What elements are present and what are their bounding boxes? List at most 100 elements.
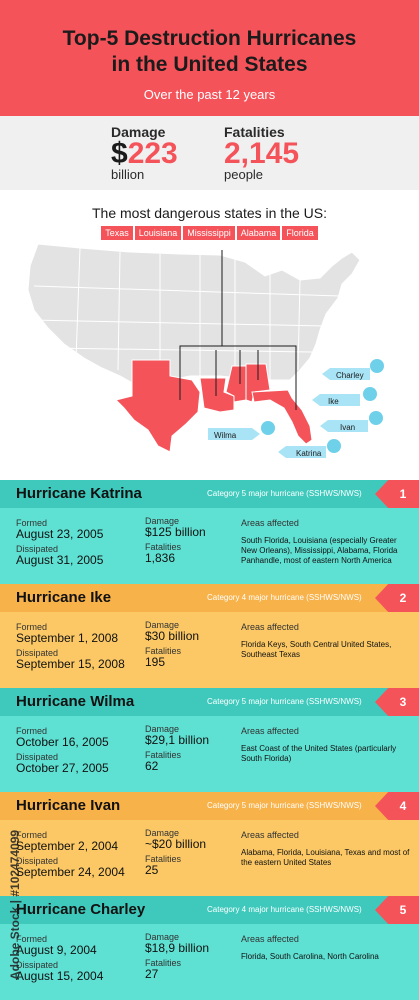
state-louisiana — [199, 377, 235, 413]
storm-label-ivan: Ivan — [340, 423, 355, 432]
hurricane-category: Category 5 major hurricane (SSHWS/NWS) — [207, 801, 362, 810]
damage-value: $18,9 billion — [145, 941, 210, 955]
damage-label: Damage — [145, 620, 180, 630]
damage-value: $125 billion — [145, 525, 206, 539]
state-borders — [29, 247, 341, 380]
fatalities-value: 25 — [145, 863, 159, 877]
hurricane-header-bar — [0, 480, 419, 508]
fatalities-unit: people — [224, 167, 264, 182]
damage-label: Damage — [111, 124, 166, 140]
dissipated-date: August 31, 2005 — [16, 553, 104, 567]
fatalities-label: Fatalities — [145, 646, 182, 656]
formed-date: October 16, 2005 — [16, 735, 109, 749]
areas-affected: East Coast of the United States (particu… — [241, 744, 397, 763]
fatalities-label: Fatalities — [145, 542, 182, 552]
hurricane-card-ike: Hurricane Ike Category 4 major hurricane… — [0, 584, 419, 688]
storm-tag-ike — [312, 387, 377, 406]
hurricane-category: Category 4 major hurricane (SSHWS/NWS) — [207, 593, 362, 602]
formed-label: Formed — [16, 726, 48, 736]
damage-value: $223 — [111, 137, 178, 170]
fatalities-label: Fatalities — [145, 854, 182, 864]
title-line-2: in the United States — [111, 53, 308, 76]
damage-label: Damage — [145, 828, 180, 838]
title-line-1: Top-5 Destruction Hurricanes — [62, 27, 357, 50]
fatalities-label: Fatalities — [145, 958, 182, 968]
dissipated-date: August 15, 2004 — [16, 969, 104, 983]
hurricane-category: Category 4 major hurricane (SSHWS/NWS) — [207, 905, 362, 914]
formed-label: Formed — [16, 622, 48, 632]
dissipated-label: Dissipated — [16, 960, 59, 970]
areas-affected: Florida, South Carolina, North Carolina — [241, 952, 379, 961]
damage-value: ~$20 billion — [145, 837, 207, 851]
dissipated-label: Dissipated — [16, 752, 59, 762]
damage-number: 223 — [127, 137, 178, 170]
areas-label: Areas affected — [241, 830, 299, 840]
page-subtitle: Over the past 12 years — [143, 87, 276, 102]
page-title: Top-5 Destruction Hurricanes in the Unit… — [0, 0, 419, 78]
watermark-text: Adobe Stock | #102474099 — [8, 829, 22, 980]
dissipated-date: September 24, 2004 — [16, 865, 125, 879]
dissipated-date: October 27, 2005 — [16, 761, 109, 775]
header-banner: Top-5 Destruction Hurricanes in the Unit… — [0, 0, 419, 116]
hurricane-name: Hurricane Ivan — [16, 797, 121, 814]
hurricane-name: Hurricane Ike — [16, 589, 112, 606]
dissipated-label: Dissipated — [16, 544, 59, 554]
storm-label-ike: Ike — [328, 397, 339, 406]
fatalities-value: 2,145 — [224, 137, 300, 170]
hurricane-header-bar — [0, 792, 419, 820]
fatalities-value: 195 — [145, 655, 166, 669]
hurricane-category: Category 5 major hurricane (SSHWS/NWS) — [207, 697, 362, 706]
hurricane-header-bar — [0, 584, 419, 612]
fatalities-value: 27 — [145, 967, 159, 981]
state-florida — [251, 389, 313, 445]
formed-date: September 2, 2004 — [16, 839, 119, 853]
fatalities-value: 1,836 — [145, 551, 176, 565]
damage-unit: billion — [111, 167, 145, 182]
state-tag-louisiana: Louisiana — [134, 226, 182, 240]
fatalities-stat: Fatalities 2,145 people — [224, 124, 299, 182]
hurricane-card-ivan: Hurricane Ivan Category 5 major hurrican… — [0, 792, 419, 896]
totals-panel: Damage $223 billion Fatalities 2,145 peo… — [0, 116, 419, 190]
dissipated-label: Dissipated — [16, 648, 59, 658]
dissipated-label: Dissipated — [16, 856, 59, 866]
us-map: Charley Ike Ivan Wilma Katrina — [27, 243, 384, 458]
formed-label: Formed — [16, 830, 48, 840]
areas-label: Areas affected — [241, 934, 299, 944]
storm-label-katrina: Katrina — [296, 449, 322, 458]
formed-label: Formed — [16, 934, 48, 944]
storm-tag-ivan — [320, 411, 383, 432]
storm-tag-wilma — [208, 421, 275, 440]
connector-lines — [179, 250, 297, 410]
storm-label-charley: Charley — [336, 371, 364, 380]
state-tag-texas: Texas — [101, 226, 133, 240]
stock-watermark: Adobe Stock | #102474099 — [8, 740, 22, 980]
hurricane-header-bar — [0, 896, 419, 924]
areas-affected: Alabama, Florida, Louisiana, Texas and m… — [241, 848, 410, 867]
formed-label: Formed — [16, 518, 48, 528]
areas-label: Areas affected — [241, 518, 299, 528]
fatalities-label: Fatalities — [145, 750, 182, 760]
hurricane-category: Category 5 major hurricane (SSHWS/NWS) — [207, 489, 362, 498]
hurricane-header-bar — [0, 688, 419, 716]
states-heading: The most dangerous states in the US: — [91, 205, 327, 221]
state-texas — [115, 359, 201, 453]
damage-value: $29,1 billion — [145, 733, 210, 747]
dissipated-date: September 15, 2008 — [16, 657, 125, 671]
state-tag-florida: Florida — [282, 226, 318, 240]
areas-affected: South Florida, Louisiana (especially Gre… — [241, 536, 398, 565]
hurricane-card-charley: Hurricane Charley Category 4 major hurri… — [0, 896, 419, 1000]
fatalities-value: 62 — [145, 759, 159, 773]
hurricane-card-wilma: Hurricane Wilma Category 5 major hurrica… — [0, 688, 419, 792]
hurricane-name: Hurricane Wilma — [16, 693, 135, 710]
hurricane-card-katrina: Hurricane Katrina Category 5 major hurri… — [0, 480, 419, 584]
damage-currency: $ — [111, 137, 128, 170]
state-tag-mississippi: Mississippi — [183, 226, 235, 240]
areas-label: Areas affected — [241, 622, 299, 632]
hurricane-name: Hurricane Katrina — [16, 485, 142, 502]
damage-stat: Damage $223 billion — [111, 124, 178, 182]
formed-date: August 23, 2005 — [16, 527, 104, 541]
damage-label: Damage — [145, 932, 180, 942]
storm-label-wilma: Wilma — [214, 431, 237, 440]
areas-affected: Florida Keys, South Central United State… — [241, 640, 392, 659]
storm-tag-katrina — [278, 439, 341, 458]
